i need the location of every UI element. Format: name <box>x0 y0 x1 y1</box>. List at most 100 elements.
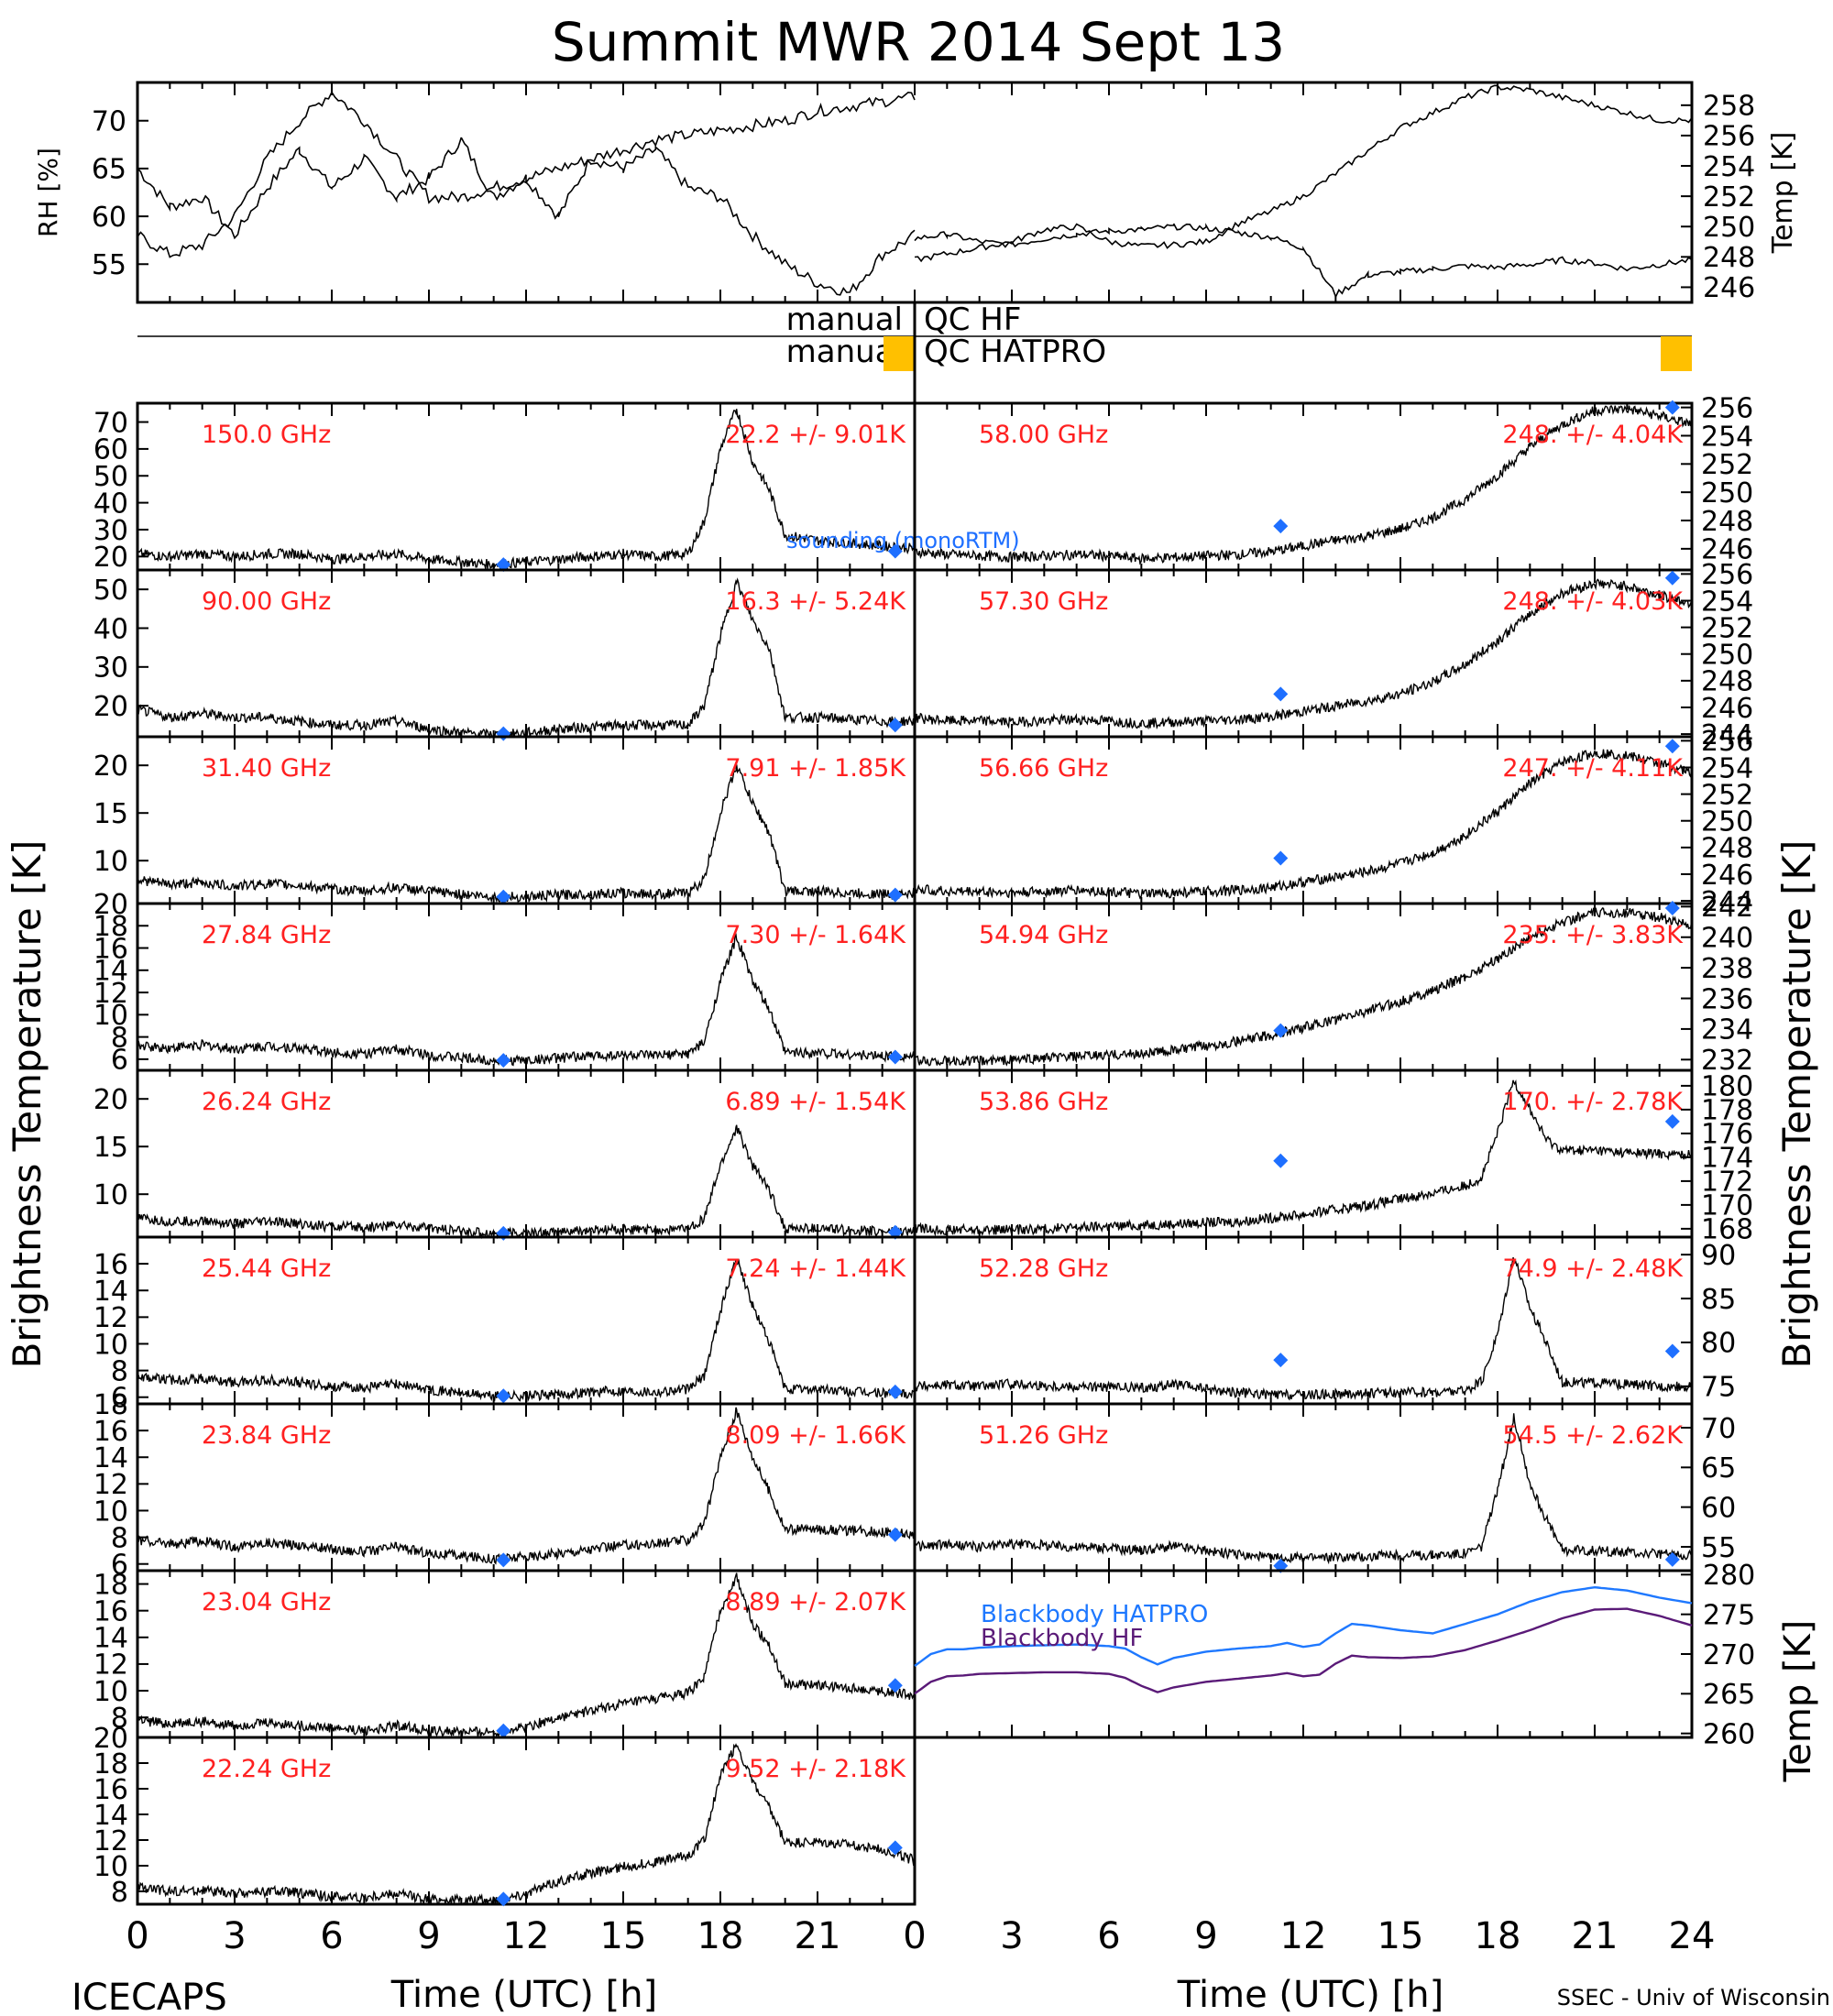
right-panel-ytick-label: 85 <box>1701 1284 1736 1316</box>
channel-label: 51.26 GHz <box>979 1421 1108 1450</box>
x-tick-label: 6 <box>1097 1915 1120 1957</box>
left-panel-ytick-label: 12 <box>93 1302 128 1334</box>
qc-hf-label-right: QC HF <box>924 301 1021 338</box>
channel-stats: 9.52 +/- 2.18K <box>725 1755 906 1783</box>
left-panel-ytick-label: 8 <box>111 1703 128 1735</box>
left-panel-ytick-label: 14 <box>93 1276 128 1308</box>
right-panel-ytick-label: 256 <box>1701 392 1753 424</box>
left-x-axis-title: Time (UTC) [h] <box>390 1974 657 2016</box>
sounding-marker <box>1664 1113 1680 1129</box>
sounding-marker <box>496 1891 511 1907</box>
blackbody-axis-label: Temp [K] <box>1777 1620 1819 1783</box>
sounding-marker <box>1273 519 1289 534</box>
tb-line <box>914 404 1693 565</box>
left-panel-ytick-label: 10 <box>93 1496 128 1528</box>
right-panel-ytick-label: 254 <box>1701 421 1753 453</box>
left-panel-ytick-label: 15 <box>93 798 128 830</box>
qc-hf-label-left: manual <box>786 301 903 338</box>
left-panel-ytick-label: 16 <box>93 1249 128 1281</box>
left-axis-title: Brightness Temperature [K] <box>5 840 49 1369</box>
x-tick-label: 15 <box>600 1915 647 1957</box>
blackbody-ytick-label: 280 <box>1703 1560 1755 1592</box>
channel-label: 58.00 GHz <box>979 421 1108 449</box>
x-tick-label: 21 <box>1572 1915 1619 1957</box>
sounding-marker <box>887 1527 903 1542</box>
sounding-marker <box>887 1678 903 1693</box>
left-panel-ytick-label: 18 <box>93 1748 128 1780</box>
left-panel-ytick-label: 40 <box>93 613 128 645</box>
sounding-marker <box>1273 1353 1289 1368</box>
rh-ytick-label: 55 <box>92 249 126 281</box>
sounding-marker <box>1273 1153 1289 1168</box>
channel-stats: 7.30 +/- 1.64K <box>725 921 906 949</box>
right-panel-frame <box>913 1569 1694 1739</box>
channel-stats: 235. +/- 3.83K <box>1502 921 1684 949</box>
channel-label: 56.66 GHz <box>979 754 1108 783</box>
tb-line <box>137 1124 916 1240</box>
left-panel-ytick-label: 30 <box>93 515 128 547</box>
tb-line <box>137 932 916 1067</box>
right-panel-ytick-label: 250 <box>1701 806 1753 838</box>
tb-line <box>137 764 916 904</box>
qc-hatpro-flag <box>884 336 915 371</box>
footer-right-label: SSEC - Univ of Wisconsin <box>1557 1985 1830 2011</box>
sounding-marker <box>496 889 511 904</box>
qc-hatpro-label-left: manual <box>786 334 903 370</box>
left-panel-ytick-label: 18 <box>93 911 128 943</box>
temp-line <box>914 223 1693 298</box>
right-panel-ytick-label: 232 <box>1701 1045 1753 1077</box>
sounding-marker <box>887 718 903 733</box>
sounding-marker <box>1664 1551 1680 1567</box>
right-panel-ytick-label: 242 <box>1701 892 1753 924</box>
left-panel-ytick-label: 14 <box>93 1800 128 1832</box>
right-panel-ytick-label: 250 <box>1701 477 1753 509</box>
sounding-marker <box>887 887 903 903</box>
channel-stats: 8.89 +/- 2.07K <box>725 1588 906 1616</box>
blackbody-line <box>914 1607 1693 1695</box>
channel-label: 150.0 GHz <box>202 421 331 449</box>
right-panel-ytick-label: 90 <box>1701 1240 1736 1272</box>
right-panel-ytick-label: 234 <box>1701 1014 1753 1046</box>
left-panel-ytick-label: 6 <box>111 1045 128 1077</box>
x-tick-label: 9 <box>1194 1915 1217 1957</box>
tb-line <box>914 578 1693 730</box>
left-panel-ytick-label: 10 <box>93 1676 128 1708</box>
blackbody-line <box>914 1585 1693 1667</box>
channel-stats: 16.3 +/- 5.24K <box>725 587 906 616</box>
x-tick-label: 12 <box>503 1915 550 1957</box>
right-panel-ytick-label: 65 <box>1701 1452 1736 1485</box>
channel-label: 90.00 GHz <box>202 587 331 616</box>
left-panel-ytick-label: 50 <box>93 461 128 493</box>
channel-label: 22.24 GHz <box>202 1755 331 1783</box>
channel-stats: 7.24 +/- 1.44K <box>725 1255 906 1283</box>
channel-label: 26.24 GHz <box>202 1088 331 1116</box>
right-panel-ytick-label: 178 <box>1701 1095 1753 1127</box>
sounding-marker <box>1273 850 1289 866</box>
temp-ytick-label: 252 <box>1703 181 1755 214</box>
x-tick-label: 18 <box>1475 1915 1521 1957</box>
left-panel-ytick-label: 30 <box>93 652 128 685</box>
blackbody-ytick-label: 275 <box>1703 1599 1755 1631</box>
right-panel-ytick-label: 176 <box>1701 1119 1753 1151</box>
left-panel-ytick-label: 16 <box>93 1416 128 1448</box>
left-panel-ytick-label: 14 <box>93 956 128 988</box>
channel-label: 54.94 GHz <box>979 921 1108 949</box>
right-panel-ytick-label: 254 <box>1701 586 1753 618</box>
left-panel-ytick-label: 70 <box>93 407 128 439</box>
rh-line <box>137 90 916 258</box>
right-panel-ytick-label: 246 <box>1701 534 1753 566</box>
right-panel-ytick-label: 236 <box>1701 983 1753 1015</box>
channel-stats: 247. +/- 4.11K <box>1502 754 1684 783</box>
rh-ytick-label: 70 <box>92 106 126 138</box>
right-panel-ytick-label: 55 <box>1701 1532 1736 1564</box>
x-tick-label: 18 <box>697 1915 744 1957</box>
right-panel-ytick-label: 246 <box>1701 860 1753 892</box>
blackbody-ytick-label: 270 <box>1703 1639 1755 1671</box>
x-tick-label: 6 <box>320 1915 343 1957</box>
right-panel-ytick-label: 244 <box>1701 886 1753 918</box>
channel-stats: 8.09 +/- 1.66K <box>725 1421 906 1450</box>
x-tick-label: 21 <box>795 1915 841 1957</box>
sounding-marker <box>887 543 903 559</box>
rh-axis-label: RH [%] <box>33 148 63 237</box>
